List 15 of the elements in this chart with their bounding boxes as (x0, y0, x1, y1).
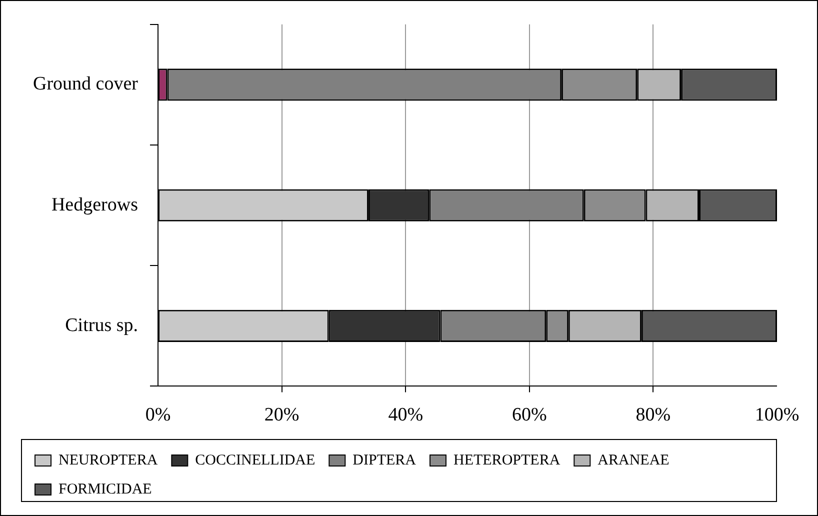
x-tick-label: 60% (512, 404, 547, 426)
legend-label: FORMICIDAE (58, 481, 152, 498)
legend-label: ARANEAE (598, 452, 670, 468)
legend-label: DIPTERA (352, 452, 416, 468)
legend-label: COCCINELLIDAE (195, 452, 316, 468)
x-tick-label: 40% (388, 404, 424, 426)
legend-label: NEUROPTERA (58, 452, 158, 468)
x-tick-label: 80% (636, 404, 671, 426)
legend-label: HETEROPTERA (453, 452, 560, 468)
x-tick-label: 0% (145, 404, 171, 426)
y-tick-label: Hedgerows (51, 194, 138, 216)
x-tick-label: 100% (754, 404, 800, 426)
y-tick-label: Citrus sp. (65, 314, 138, 336)
y-tick-label: Ground cover (32, 74, 139, 95)
x-tick-label: 20% (264, 404, 300, 426)
